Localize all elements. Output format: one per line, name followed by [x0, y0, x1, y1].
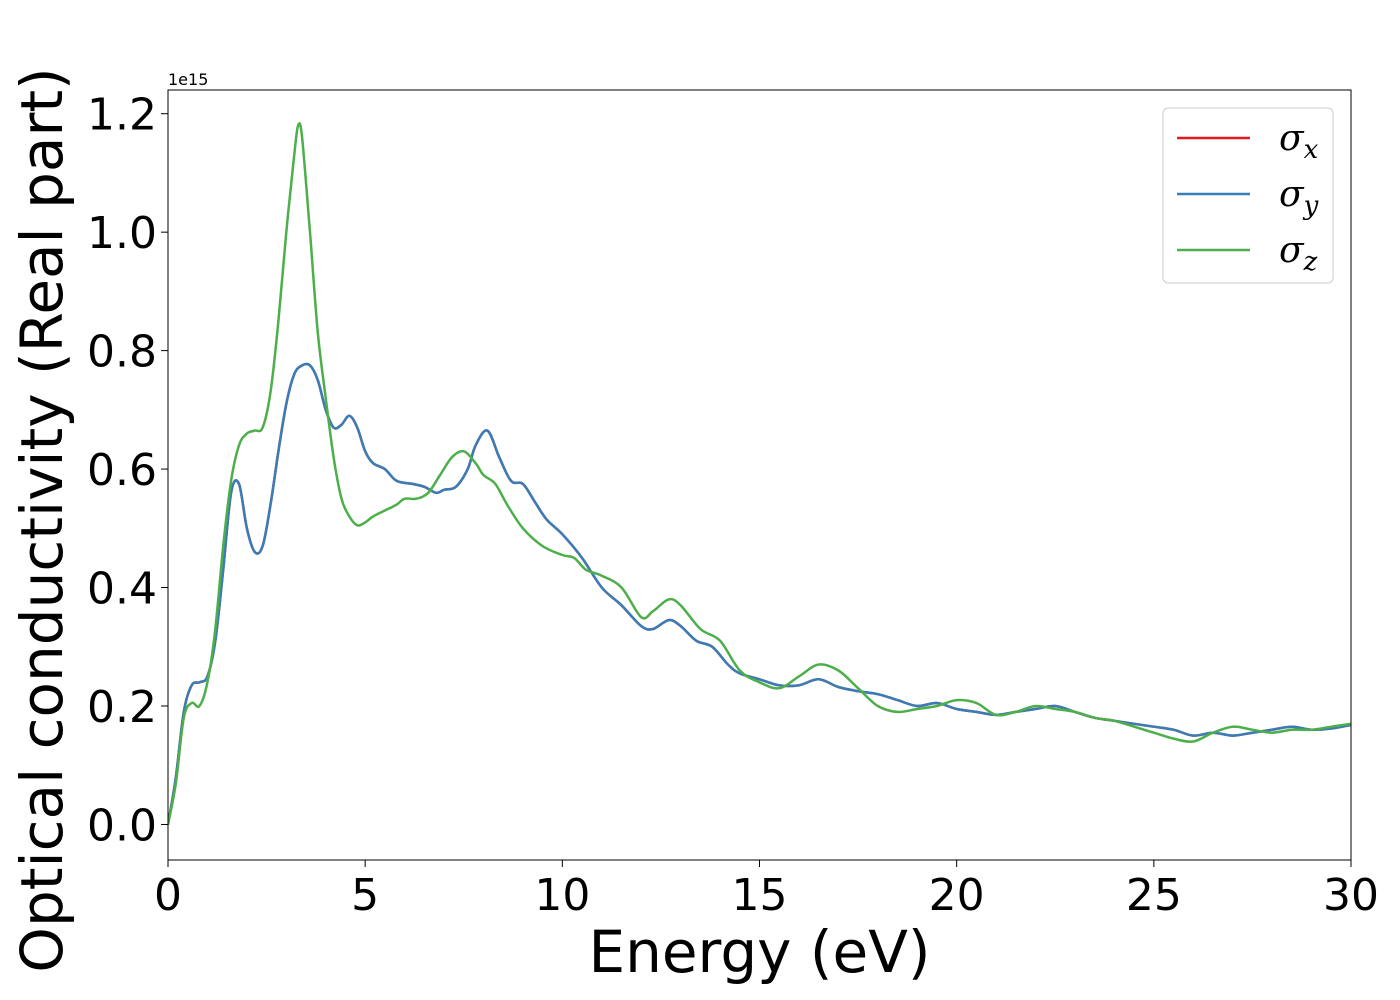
- x-axis-label: Energy (eV): [588, 918, 930, 986]
- y-tick-label: 1.2: [87, 90, 157, 141]
- x-tick-label: 25: [1126, 870, 1182, 921]
- legend: σx σy σz: [1162, 107, 1334, 284]
- y-tick-label: 0.4: [87, 564, 157, 615]
- y-tick-label: 0.8: [87, 327, 157, 378]
- y-tick-label: 1.0: [87, 208, 157, 259]
- x-axis: 0 5 10 15 20 25 30: [154, 860, 1379, 921]
- y-axis: 0.0 0.2 0.4 0.6 0.8 1.0 1.2: [87, 90, 168, 851]
- x-tick-label: 15: [732, 870, 788, 921]
- plot-area: [167, 89, 1352, 861]
- legend-label-z: σz: [1279, 230, 1318, 277]
- x-tick-label: 20: [929, 870, 985, 921]
- y-axis-label: Optical conductivity (Real part): [8, 67, 76, 972]
- legend-box: [1162, 107, 1334, 284]
- series-layer: [168, 122, 1351, 825]
- x-tick-label: 30: [1323, 870, 1379, 921]
- series-line-z: [168, 122, 1351, 825]
- x-tick-label: 0: [154, 870, 182, 921]
- x-tick-label: 5: [351, 870, 379, 921]
- x-tick-label: 10: [534, 870, 590, 921]
- y-tick-label: 0.6: [87, 445, 157, 496]
- y-axis-offset-label: 1e15: [168, 70, 208, 89]
- legend-label-y: σy: [1279, 174, 1319, 221]
- y-tick-label: 0.0: [87, 800, 157, 851]
- y-tick-label: 0.2: [87, 682, 157, 733]
- legend-label-x: σx: [1279, 118, 1319, 165]
